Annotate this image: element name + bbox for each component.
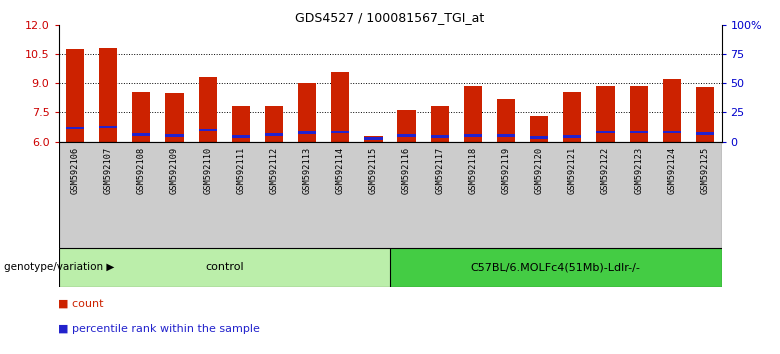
Bar [696,132,714,135]
Text: GSM592125: GSM592125 [700,147,710,194]
Bar [563,92,581,142]
Bar [332,131,349,133]
Text: GSM592116: GSM592116 [402,147,411,194]
Bar [232,105,250,142]
Bar [232,135,250,138]
Bar [332,72,349,142]
Bar [398,135,416,137]
Bar [464,135,482,137]
Bar [431,105,448,142]
Bar [265,133,283,136]
Text: GSM592122: GSM592122 [601,147,610,194]
Text: GDS4527 / 100081567_TGI_at: GDS4527 / 100081567_TGI_at [296,11,484,24]
Bar [364,137,382,140]
Bar [58,248,390,287]
Text: GSM592120: GSM592120 [534,147,544,194]
Text: control: control [205,262,243,272]
Text: C57BL/6.MOLFc4(51Mb)-Ldlr-/-: C57BL/6.MOLFc4(51Mb)-Ldlr-/- [471,262,640,272]
Bar [165,93,183,142]
Bar [497,99,515,142]
Bar [99,126,117,128]
Text: GSM592121: GSM592121 [568,147,577,194]
Bar [265,105,283,142]
Bar [696,87,714,142]
Text: GSM592123: GSM592123 [634,147,644,194]
Bar [398,110,416,142]
Text: GSM592114: GSM592114 [335,147,345,194]
Bar [497,135,515,137]
Bar [99,48,117,142]
Text: GSM592119: GSM592119 [502,147,511,194]
Text: ■ count: ■ count [58,299,104,309]
Text: GSM592110: GSM592110 [203,147,212,194]
Bar [597,86,615,142]
Bar [66,127,84,129]
Bar [663,79,681,142]
Text: GSM592111: GSM592111 [236,147,246,194]
Bar [165,135,183,137]
Text: genotype/variation ▶: genotype/variation ▶ [4,262,115,272]
Bar [563,135,581,138]
Text: GSM592113: GSM592113 [303,147,312,194]
Bar [663,131,681,133]
Bar [199,129,217,131]
Bar [464,86,482,142]
Text: GSM592118: GSM592118 [468,147,477,194]
Bar [431,135,448,138]
Bar [298,83,316,142]
Bar [530,136,548,139]
Text: GSM592115: GSM592115 [369,147,378,194]
Bar [298,131,316,134]
Bar [133,92,151,142]
Bar [530,116,548,142]
Bar [66,49,84,142]
Text: GSM592108: GSM592108 [136,147,146,194]
Bar [629,86,647,142]
Text: GSM592107: GSM592107 [104,147,113,194]
Text: ■ percentile rank within the sample: ■ percentile rank within the sample [58,324,261,334]
Text: GSM592112: GSM592112 [269,147,278,194]
Bar [597,131,615,133]
Text: GSM592109: GSM592109 [170,147,179,194]
Bar [390,248,722,287]
Bar [629,131,647,133]
Text: GSM592124: GSM592124 [667,147,676,194]
Text: GSM592117: GSM592117 [435,147,445,194]
Bar [364,136,382,142]
Text: GSM592106: GSM592106 [70,147,80,194]
Bar [133,133,151,136]
Bar [199,78,217,142]
